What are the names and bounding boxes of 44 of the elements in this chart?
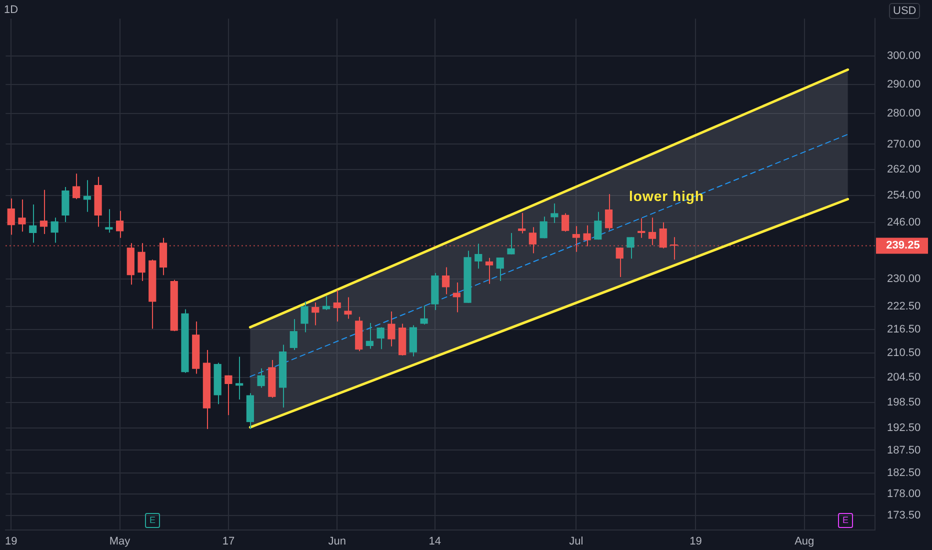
x-tick-label: 14: [428, 536, 442, 548]
y-tick-label: 187.50: [887, 444, 921, 456]
candlestick: [464, 250, 472, 304]
candlestick: [18, 198, 26, 232]
text: USD: [889, 3, 920, 19]
y-tick-label: 300.00: [887, 50, 921, 62]
x-tick-label: Jun: [328, 536, 346, 548]
y-tick-label: 182.50: [887, 466, 921, 479]
y-tick-label: 270.00: [887, 138, 921, 150]
y-tick-label: 290.00: [887, 78, 921, 90]
x-tick-label: Aug: [794, 536, 814, 548]
candlestick: [420, 304, 428, 326]
y-tick-label: 192.50: [887, 422, 921, 434]
candlestick: [300, 300, 308, 333]
y-tick-label: 280.00: [887, 108, 921, 120]
tag-icon: E: [145, 513, 160, 528]
y-tick-label: 246.00: [887, 216, 921, 228]
y-tick-label: 204.50: [887, 371, 921, 384]
y-tick-label: 262.00: [887, 164, 921, 176]
candlestick: [40, 189, 48, 235]
x-tick-label: Jul: [569, 536, 584, 548]
x-tick-label: May: [109, 536, 131, 548]
chart-title: 1D: [4, 4, 18, 16]
candlestick: [94, 176, 102, 228]
ref-line-label: 239.25: [886, 240, 920, 252]
candlestick: [62, 186, 70, 223]
x-tick-label: 19: [690, 536, 702, 548]
x-tick-label: 17: [222, 536, 235, 548]
y-tick-label: 230.00: [887, 272, 921, 285]
candlestick: [257, 368, 265, 388]
candlestick: [507, 232, 515, 255]
annotation: lower high: [629, 188, 704, 204]
y-tick-label: 216.50: [887, 324, 921, 336]
candlestick: [224, 374, 232, 416]
y-tick-label: 210.50: [887, 347, 921, 360]
y-tick-label: 173.50: [887, 509, 921, 522]
y-tick-label: 178.00: [887, 488, 921, 500]
tag-icon: E: [838, 513, 853, 528]
candlestick: [181, 308, 189, 374]
y-tick-label: 222.50: [887, 300, 921, 313]
y-tick-label: 198.50: [887, 396, 921, 408]
x-tick-label: 19: [4, 536, 18, 548]
candlestick: [626, 236, 634, 260]
y-tick-label: 254.00: [887, 190, 921, 202]
